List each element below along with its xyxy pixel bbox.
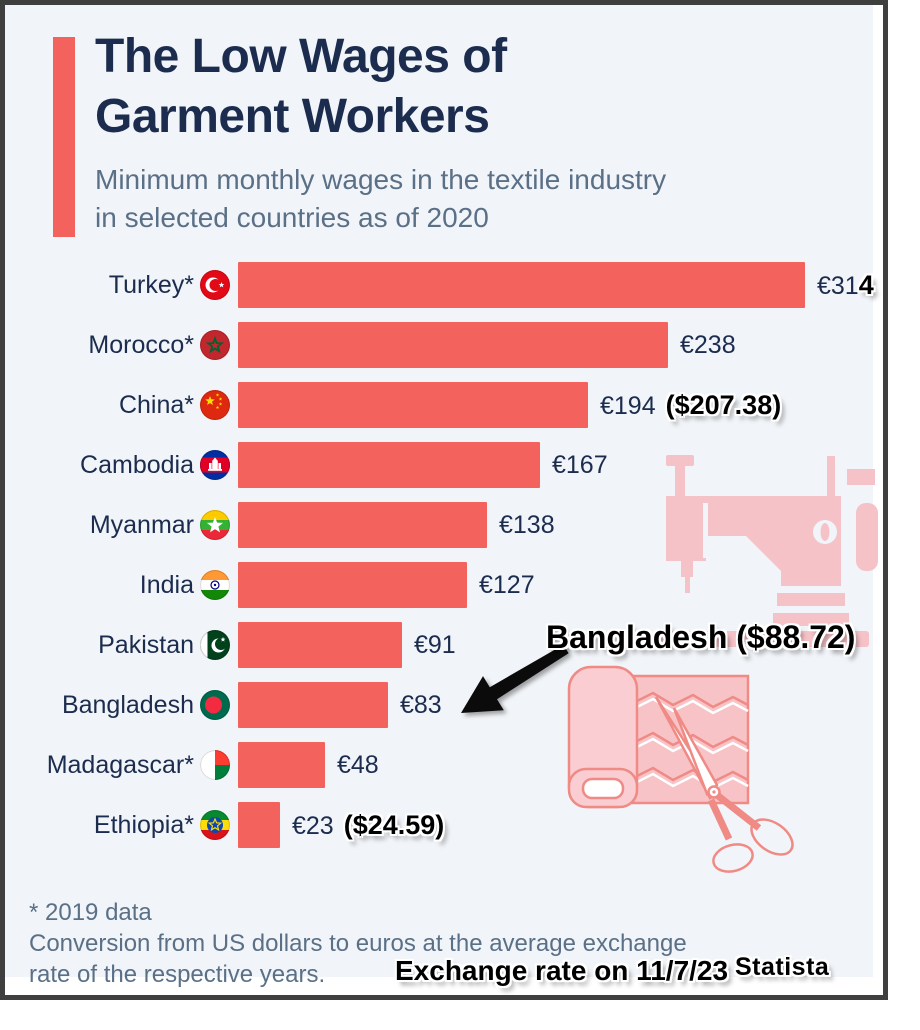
flag-china-icon (200, 390, 230, 420)
chart-title-line2: Garment Workers (95, 90, 490, 143)
chart-row: Ethiopia* €23 ($24.59) (29, 795, 849, 855)
title-accent-bar (53, 37, 75, 237)
wage-bar (238, 442, 540, 488)
wage-bar (238, 562, 467, 608)
footnote-line3: rate of the respective years. (29, 961, 326, 988)
dollar-annotation: ($24.59) (343, 809, 445, 840)
chart-row: China* €194 ($207.38) (29, 375, 849, 435)
chart-title-line1: The Low Wages of (95, 30, 507, 83)
sewing-machine-icon (651, 451, 881, 651)
country-label: Turkey* (108, 270, 194, 299)
value-label: €127 (479, 570, 535, 599)
wage-bar (238, 622, 402, 668)
flag-myanmar-icon (200, 510, 230, 540)
chart-row: India €127 (29, 555, 849, 615)
flag-morocco-icon (200, 330, 230, 360)
flag-turkey-icon (200, 270, 230, 300)
wage-bar (238, 262, 805, 308)
bangladesh-dollar-annotation: Bangladesh ($88.72) (546, 619, 856, 655)
country-label: Madagascar* (46, 750, 194, 779)
chart-row: Pakistan €91 (29, 615, 849, 675)
value-label: €23 ($24.59) (292, 809, 445, 840)
chart-subtitle-line2: in selected countries as of 2020 (95, 202, 489, 233)
country-label: Morocco* (88, 330, 194, 359)
value-label: €167 (552, 450, 608, 479)
country-label: Myanmar (89, 510, 194, 539)
flag-cambodia-icon (200, 450, 230, 480)
statista-logo: Statista (735, 953, 830, 981)
exchange-rate-annotation: Exchange rate on 11/7/23 (395, 955, 729, 986)
wage-bar (238, 322, 668, 368)
value-label: €238 (680, 330, 736, 359)
chart-row: Bangladesh €83 (29, 675, 849, 735)
country-label: India (139, 570, 194, 599)
country-label: Ethiopia* (93, 810, 194, 839)
value-bold-annotation: 4 (858, 269, 874, 300)
flag-pakistan-icon (200, 630, 230, 660)
chart-row: Madagascar* €48 (29, 735, 849, 795)
wage-bar (238, 802, 280, 848)
wage-bar (238, 682, 388, 728)
chart-frame: The Low Wages of Garment Workers Minimum… (0, 0, 888, 1000)
flag-ethiopia-icon (200, 810, 230, 840)
country-label: Pakistan (98, 630, 194, 659)
value-label: €314 (817, 269, 874, 300)
chart-panel: The Low Wages of Garment Workers Minimum… (5, 5, 878, 988)
chart-row: Morocco* €238 (29, 315, 849, 375)
chart-row: Cambodia €167 (29, 435, 849, 495)
flag-madagascar-icon (200, 750, 230, 780)
chart-subtitle-line1: Minimum monthly wages in the textile ind… (95, 164, 667, 195)
value-label: €194 ($207.38) (600, 389, 782, 420)
annotation-arrow-icon (451, 641, 581, 726)
footnote-line2: Conversion from US dollars to euros at t… (29, 930, 687, 957)
chart-footnote: * 2019 data Conversion from US dollars t… (29, 897, 687, 990)
chart-row: Myanmar €138 (29, 495, 849, 555)
dollar-annotation: ($207.38) (665, 389, 782, 420)
value-label: €91 (414, 630, 456, 659)
flag-bangladesh-icon (200, 690, 230, 720)
wage-bar (238, 502, 487, 548)
flag-india-icon (200, 570, 230, 600)
fabric-scissors-icon (561, 653, 841, 893)
chart-title: The Low Wages of Garment Workers (95, 27, 507, 147)
chart-rows: Turkey* €314 Morocco* €238 China* €194 ($207.3… (29, 255, 874, 855)
country-label: Cambodia (80, 450, 194, 479)
wage-bar (238, 742, 325, 788)
wage-bar (238, 382, 588, 428)
value-label: €48 (337, 750, 379, 779)
country-label: Bangladesh (61, 690, 194, 719)
chart-row: Turkey* €314 (29, 255, 874, 315)
footnote-line1: * 2019 data (29, 899, 152, 926)
chart-subtitle: Minimum monthly wages in the textile ind… (95, 161, 666, 237)
country-label: China* (118, 390, 194, 419)
value-label: €83 (400, 690, 442, 719)
value-label: €138 (499, 510, 555, 539)
